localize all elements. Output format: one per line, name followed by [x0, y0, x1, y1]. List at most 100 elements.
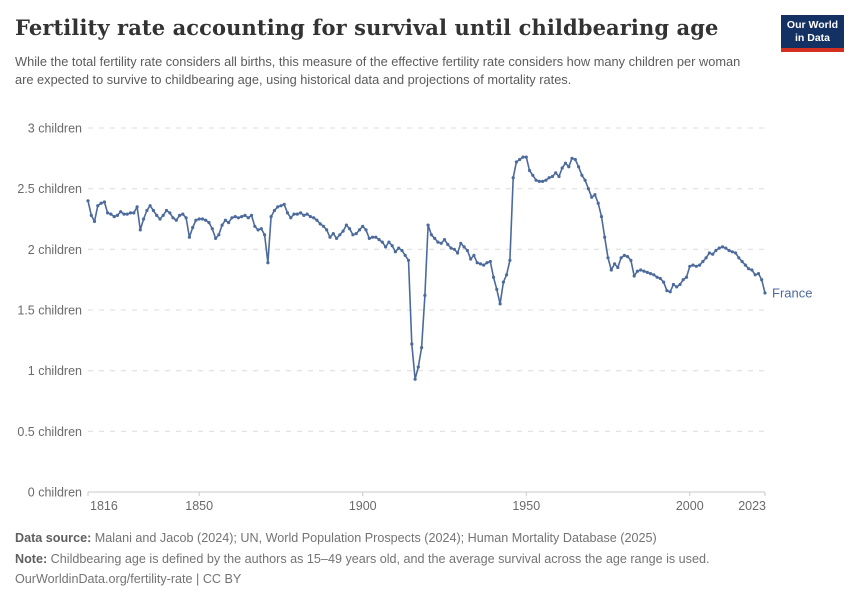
- data-point[interactable]: [508, 258, 512, 262]
- data-point[interactable]: [338, 233, 342, 237]
- data-point[interactable]: [524, 155, 528, 159]
- data-point[interactable]: [501, 280, 505, 284]
- data-point[interactable]: [315, 218, 319, 222]
- data-point[interactable]: [384, 245, 388, 249]
- data-point[interactable]: [632, 274, 636, 278]
- data-point[interactable]: [125, 212, 129, 216]
- data-point[interactable]: [370, 235, 375, 239]
- data-point[interactable]: [756, 272, 761, 276]
- data-point[interactable]: [416, 365, 420, 369]
- data-point[interactable]: [760, 278, 764, 282]
- data-point[interactable]: [570, 156, 574, 160]
- data-point[interactable]: [292, 212, 296, 216]
- data-point[interactable]: [387, 240, 391, 244]
- data-point[interactable]: [220, 223, 224, 227]
- data-point[interactable]: [308, 215, 312, 219]
- data-point[interactable]: [178, 213, 182, 217]
- data-point[interactable]: [282, 202, 286, 206]
- data-point[interactable]: [249, 213, 254, 217]
- data-point[interactable]: [92, 219, 97, 223]
- data-point[interactable]: [230, 216, 234, 220]
- data-point[interactable]: [563, 161, 568, 165]
- data-point[interactable]: [491, 275, 496, 279]
- data-point[interactable]: [184, 216, 188, 220]
- data-point[interactable]: [488, 259, 492, 264]
- data-point[interactable]: [567, 165, 571, 169]
- data-point[interactable]: [662, 280, 666, 284]
- data-point[interactable]: [112, 215, 116, 219]
- data-point[interactable]: [665, 289, 669, 293]
- data-point[interactable]: [243, 213, 247, 217]
- data-point[interactable]: [151, 208, 155, 213]
- data-point[interactable]: [276, 205, 280, 209]
- data-point[interactable]: [285, 211, 290, 215]
- data-point[interactable]: [557, 174, 561, 179]
- data-point[interactable]: [691, 263, 695, 267]
- data-point[interactable]: [668, 290, 672, 294]
- data-point[interactable]: [174, 218, 178, 222]
- data-point[interactable]: [364, 228, 368, 232]
- data-point[interactable]: [102, 200, 106, 204]
- data-point[interactable]: [606, 256, 610, 260]
- data-point[interactable]: [469, 257, 473, 261]
- data-point[interactable]: [518, 157, 522, 162]
- data-point[interactable]: [714, 248, 718, 253]
- data-point[interactable]: [259, 227, 263, 231]
- data-point[interactable]: [720, 245, 725, 249]
- data-point[interactable]: [717, 246, 721, 250]
- data-point[interactable]: [187, 235, 191, 239]
- data-point[interactable]: [115, 213, 119, 217]
- data-point[interactable]: [344, 223, 348, 227]
- data-point[interactable]: [698, 263, 702, 267]
- data-point[interactable]: [403, 253, 407, 257]
- data-point[interactable]: [550, 174, 555, 179]
- data-point[interactable]: [351, 233, 355, 237]
- data-point[interactable]: [541, 179, 545, 183]
- data-point[interactable]: [299, 211, 303, 215]
- data-point[interactable]: [335, 236, 339, 240]
- data-point[interactable]: [191, 225, 195, 230]
- data-point[interactable]: [295, 212, 299, 216]
- data-point[interactable]: [609, 268, 613, 272]
- data-point[interactable]: [436, 240, 440, 244]
- data-point[interactable]: [694, 264, 698, 268]
- data-point[interactable]: [648, 272, 653, 276]
- data-point[interactable]: [138, 228, 142, 232]
- data-point[interactable]: [214, 236, 218, 240]
- data-point[interactable]: [573, 157, 577, 162]
- data-point[interactable]: [181, 212, 185, 216]
- data-point[interactable]: [704, 256, 708, 260]
- data-point[interactable]: [603, 235, 607, 239]
- data-point[interactable]: [145, 208, 149, 213]
- data-point[interactable]: [753, 273, 757, 277]
- data-point[interactable]: [599, 215, 604, 219]
- data-point[interactable]: [210, 227, 214, 231]
- data-point[interactable]: [734, 251, 738, 255]
- data-point[interactable]: [272, 208, 276, 213]
- data-point[interactable]: [684, 275, 689, 279]
- data-point[interactable]: [227, 221, 231, 225]
- data-point[interactable]: [521, 155, 525, 159]
- data-point[interactable]: [128, 211, 133, 215]
- data-point[interactable]: [724, 246, 728, 250]
- data-point[interactable]: [357, 228, 362, 232]
- data-point[interactable]: [433, 236, 437, 240]
- data-point[interactable]: [511, 176, 515, 180]
- data-point[interactable]: [688, 264, 692, 268]
- data-point[interactable]: [413, 377, 417, 381]
- data-point[interactable]: [590, 195, 594, 199]
- data-point[interactable]: [393, 250, 397, 254]
- data-point[interactable]: [269, 215, 273, 219]
- data-point[interactable]: [318, 222, 322, 226]
- data-point[interactable]: [380, 240, 384, 244]
- data-point[interactable]: [743, 263, 748, 267]
- data-point[interactable]: [763, 291, 767, 295]
- data-point[interactable]: [171, 216, 175, 220]
- data-point[interactable]: [374, 235, 378, 239]
- data-point[interactable]: [148, 204, 152, 208]
- data-point[interactable]: [478, 262, 483, 266]
- data-point[interactable]: [554, 171, 558, 175]
- data-point[interactable]: [400, 248, 404, 253]
- data-point[interactable]: [217, 233, 221, 237]
- data-point[interactable]: [109, 212, 113, 216]
